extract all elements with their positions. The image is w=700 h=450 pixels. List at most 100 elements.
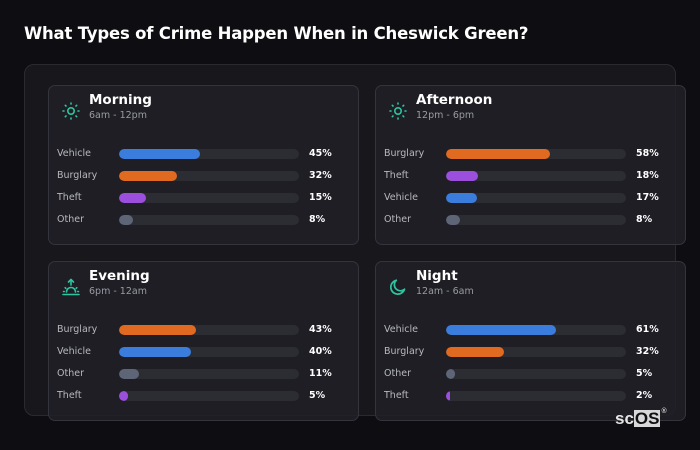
bar-row: Burglary 43% xyxy=(49,323,358,345)
bar-track xyxy=(119,325,299,335)
bar-row: Other 8% xyxy=(376,213,685,235)
bar-fill xyxy=(446,171,479,181)
bar-fill xyxy=(446,149,551,159)
bar-label: Theft xyxy=(57,390,82,401)
card-time-range: 12pm - 6pm xyxy=(416,110,475,121)
bar-value: 32% xyxy=(636,346,659,357)
bar-label: Other xyxy=(384,368,411,379)
bar-track xyxy=(446,171,626,181)
scos-logo: sc OS ® xyxy=(615,408,667,428)
bar-value: 40% xyxy=(309,346,332,357)
bar-row: Vehicle 45% xyxy=(49,147,358,169)
bar-fill xyxy=(119,391,128,401)
bar-value: 2% xyxy=(636,390,653,401)
bar-fill xyxy=(119,215,134,225)
card-evening: Evening 6pm - 12am Burglary 43% Vehicle … xyxy=(48,261,359,421)
bar-row: Vehicle 40% xyxy=(49,345,358,367)
bar-track xyxy=(446,369,626,379)
bar-row: Other 8% xyxy=(49,213,358,235)
bar-row: Burglary 32% xyxy=(49,169,358,191)
bar-row: Theft 15% xyxy=(49,191,358,213)
bar-track xyxy=(446,149,626,159)
bar-row: Theft 2% xyxy=(376,389,685,411)
bar-label: Burglary xyxy=(57,324,98,335)
bar-fill xyxy=(446,369,455,379)
bar-row: Vehicle 17% xyxy=(376,191,685,213)
bar-label: Theft xyxy=(57,192,82,203)
bar-label: Other xyxy=(57,368,84,379)
bar-label: Vehicle xyxy=(57,148,91,159)
registered-mark: ® xyxy=(661,408,667,415)
bar-fill xyxy=(119,369,139,379)
bar-list: Burglary 43% Vehicle 40% Other 11% Theft… xyxy=(49,323,358,411)
card-morning: Morning 6am - 12pm Vehicle 45% Burglary … xyxy=(48,85,359,245)
bar-track xyxy=(119,215,299,225)
bar-fill xyxy=(446,193,477,203)
bar-value: 8% xyxy=(309,214,326,225)
bar-fill xyxy=(446,325,556,335)
bar-label: Burglary xyxy=(57,170,98,181)
bar-list: Vehicle 61% Burglary 32% Other 5% Theft … xyxy=(376,323,685,411)
bar-track xyxy=(119,391,299,401)
card-time-range: 12am - 6am xyxy=(416,286,474,297)
bar-label: Theft xyxy=(384,390,409,401)
bar-track xyxy=(446,325,626,335)
page-title: What Types of Crime Happen When in Chesw… xyxy=(24,24,529,43)
bar-fill xyxy=(446,347,504,357)
bar-fill xyxy=(119,149,200,159)
bar-label: Burglary xyxy=(384,346,425,357)
bar-track xyxy=(119,171,299,181)
bar-label: Burglary xyxy=(384,148,425,159)
bar-value: 61% xyxy=(636,324,659,335)
bar-label: Other xyxy=(57,214,84,225)
sun-icon xyxy=(388,101,408,121)
bar-value: 15% xyxy=(309,192,332,203)
bar-row: Burglary 32% xyxy=(376,345,685,367)
bar-fill xyxy=(446,391,450,401)
card-title: Morning xyxy=(89,92,152,108)
bar-value: 8% xyxy=(636,214,653,225)
bar-value: 18% xyxy=(636,170,659,181)
logo-text-os: OS xyxy=(633,409,661,428)
bar-track xyxy=(446,215,626,225)
bar-value: 45% xyxy=(309,148,332,159)
bar-value: 43% xyxy=(309,324,332,335)
bar-list: Vehicle 45% Burglary 32% Theft 15% Other… xyxy=(49,147,358,235)
bar-value: 11% xyxy=(309,368,332,379)
bar-row: Other 5% xyxy=(376,367,685,389)
bar-track xyxy=(446,347,626,357)
card-night: Night 12am - 6am Vehicle 61% Burglary 32… xyxy=(375,261,686,421)
bar-track xyxy=(446,391,626,401)
moon-icon xyxy=(388,277,408,297)
bar-row: Theft 18% xyxy=(376,169,685,191)
bar-track xyxy=(119,369,299,379)
bar-track xyxy=(446,193,626,203)
bar-label: Theft xyxy=(384,170,409,181)
bar-fill xyxy=(119,193,146,203)
sunset-icon xyxy=(61,277,81,297)
bar-list: Burglary 58% Theft 18% Vehicle 17% Other… xyxy=(376,147,685,235)
bar-label: Vehicle xyxy=(384,192,418,203)
card-time-range: 6am - 12pm xyxy=(89,110,147,121)
bar-row: Burglary 58% xyxy=(376,147,685,169)
bar-row: Vehicle 61% xyxy=(376,323,685,345)
bar-fill xyxy=(119,171,177,181)
sun-icon xyxy=(61,101,81,121)
bar-row: Theft 5% xyxy=(49,389,358,411)
bar-fill xyxy=(119,325,197,335)
card-time-range: 6pm - 12am xyxy=(89,286,147,297)
card-title: Night xyxy=(416,268,458,284)
bar-value: 5% xyxy=(636,368,653,379)
bar-track xyxy=(119,193,299,203)
bar-label: Vehicle xyxy=(384,324,418,335)
bar-label: Other xyxy=(384,214,411,225)
card-afternoon: Afternoon 12pm - 6pm Burglary 58% Theft … xyxy=(375,85,686,245)
bar-fill xyxy=(119,347,191,357)
card-title: Evening xyxy=(89,268,150,284)
logo-text-sc: sc xyxy=(615,409,634,428)
bar-value: 32% xyxy=(309,170,332,181)
bar-value: 5% xyxy=(309,390,326,401)
card-title: Afternoon xyxy=(416,92,493,108)
bar-fill xyxy=(446,215,461,225)
bar-track xyxy=(119,347,299,357)
